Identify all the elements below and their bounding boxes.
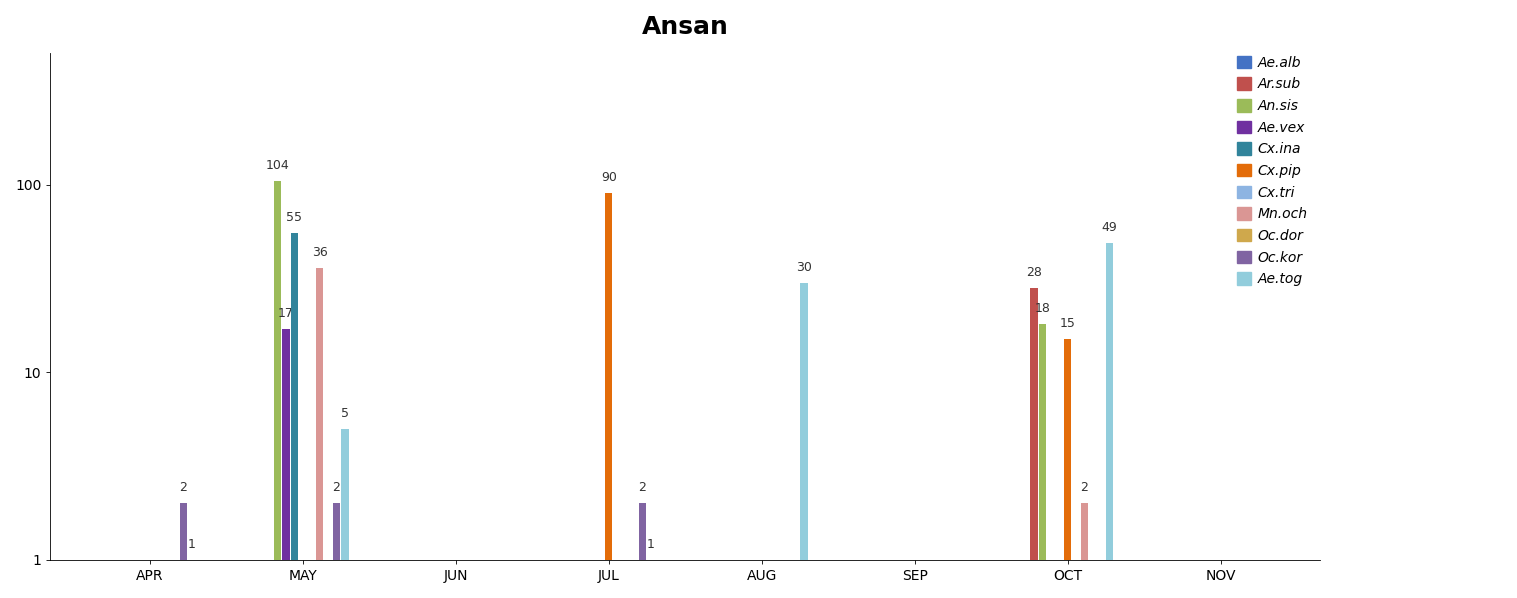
Bar <box>179 504 187 598</box>
Text: 30: 30 <box>796 261 812 273</box>
Text: 2: 2 <box>639 481 646 494</box>
Text: 36: 36 <box>311 246 328 259</box>
Text: 55: 55 <box>287 211 302 224</box>
Bar <box>273 181 281 598</box>
Text: 104: 104 <box>265 159 290 172</box>
Bar <box>341 429 349 598</box>
Legend: Ae.alb, Ar.sub, An.sis, Ae.vex, Cx.ina, Cx.pip, Cx.tri, Mn.och, Oc.dor, Oc.kor, : Ae.alb, Ar.sub, An.sis, Ae.vex, Cx.ina, … <box>1232 50 1314 292</box>
Bar <box>646 560 654 598</box>
Bar <box>1030 288 1038 598</box>
Bar <box>316 268 323 598</box>
Bar <box>799 283 807 598</box>
Text: 18: 18 <box>1035 302 1050 315</box>
Text: 15: 15 <box>1060 317 1076 330</box>
Bar <box>605 193 613 598</box>
Text: 1: 1 <box>646 538 655 551</box>
Title: Ansan: Ansan <box>642 15 728 39</box>
Text: 28: 28 <box>1025 266 1042 279</box>
Text: 49: 49 <box>1101 221 1118 234</box>
Bar <box>291 233 299 598</box>
Text: 1: 1 <box>188 538 196 551</box>
Bar <box>1063 339 1071 598</box>
Bar <box>282 329 290 598</box>
Bar <box>332 504 340 598</box>
Text: 5: 5 <box>341 407 349 420</box>
Text: 2: 2 <box>179 481 188 494</box>
Bar <box>639 504 646 598</box>
Bar <box>188 560 196 598</box>
Bar <box>1039 324 1047 598</box>
Text: 90: 90 <box>601 171 616 184</box>
Text: 2: 2 <box>1080 481 1088 494</box>
Bar <box>1080 504 1088 598</box>
Text: 2: 2 <box>332 481 340 494</box>
Text: 17: 17 <box>278 307 294 320</box>
Bar <box>1106 243 1113 598</box>
